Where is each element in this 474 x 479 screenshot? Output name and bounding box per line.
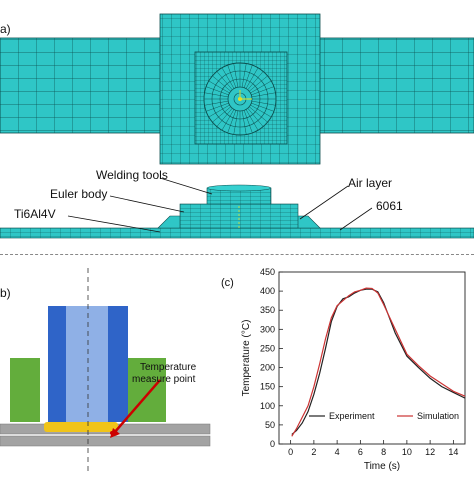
support-block-left <box>10 358 40 422</box>
y-tick-label: 150 <box>260 382 275 392</box>
label-welding-tools: Welding tools <box>96 168 168 182</box>
x-tick-label: 10 <box>402 447 412 457</box>
top-mesh-svg <box>0 13 474 165</box>
x-tick-label: 2 <box>311 447 316 457</box>
y-tick-label: 300 <box>260 324 275 334</box>
panel-c-chart: (c) 0 50 100 150 200 250 300 350 400 450 0 2 4 6 8 10 12 1… <box>215 258 474 474</box>
side-view-svg <box>0 177 474 239</box>
schematic-svg <box>0 268 211 474</box>
y-tick-label: 100 <box>260 401 275 411</box>
label-ti6al4v: Ti6Al4V <box>14 207 56 221</box>
chart-panel-label: (c) <box>221 277 234 289</box>
panel-b-label: b) <box>0 286 11 300</box>
x-tick-label: 0 <box>288 447 293 457</box>
panel-a-label: a) <box>0 22 11 36</box>
x-tick-label: 6 <box>358 447 363 457</box>
plot-frame <box>278 271 466 445</box>
lower-plate <box>0 435 211 447</box>
panel-b-schematic: b) Temperature measure point <box>0 258 215 474</box>
y-tick-label: 250 <box>260 343 275 353</box>
tool-core <box>66 306 108 422</box>
y-tick-label: 50 <box>265 420 275 430</box>
y-tick-label: 350 <box>260 305 275 315</box>
y-tick-label: 200 <box>260 363 275 373</box>
panel-a-mesh-top: a) <box>0 0 474 170</box>
legend-label-experiment: Experiment <box>329 411 375 421</box>
label-6061: 6061 <box>376 199 403 213</box>
measure-point <box>110 431 114 435</box>
y-tick-label: 450 <box>260 267 275 277</box>
series-line-simulation <box>291 287 466 437</box>
label-air-layer: Air layer <box>348 176 393 190</box>
panel-side-view: Welding tools Euler body Ti6Al4V Air lay… <box>0 168 474 250</box>
panel-divider <box>0 254 474 255</box>
label-measure-point: measure point <box>132 374 196 385</box>
label-temperature: Temperature <box>140 362 197 373</box>
measure-arrow <box>113 379 161 434</box>
temperature-chart: (c) 0 50 100 150 200 250 300 350 400 450 0 2 4 6 8 10 12 1… <box>221 267 466 472</box>
x-tick-label: 8 <box>381 447 386 457</box>
weld-zone <box>44 422 118 432</box>
y-tick-label: 0 <box>270 439 275 449</box>
y-tick-label: 400 <box>260 286 275 296</box>
legend-label-simulation: Simulation <box>417 411 459 421</box>
x-tick-label: 14 <box>448 447 458 457</box>
x-tick-label: 12 <box>425 447 435 457</box>
label-euler-body: Euler body <box>50 187 108 201</box>
x-axis-label: Time (s) <box>364 461 400 472</box>
x-tick-label: 4 <box>335 447 340 457</box>
y-axis-label: Temperature (°C) <box>241 320 252 397</box>
